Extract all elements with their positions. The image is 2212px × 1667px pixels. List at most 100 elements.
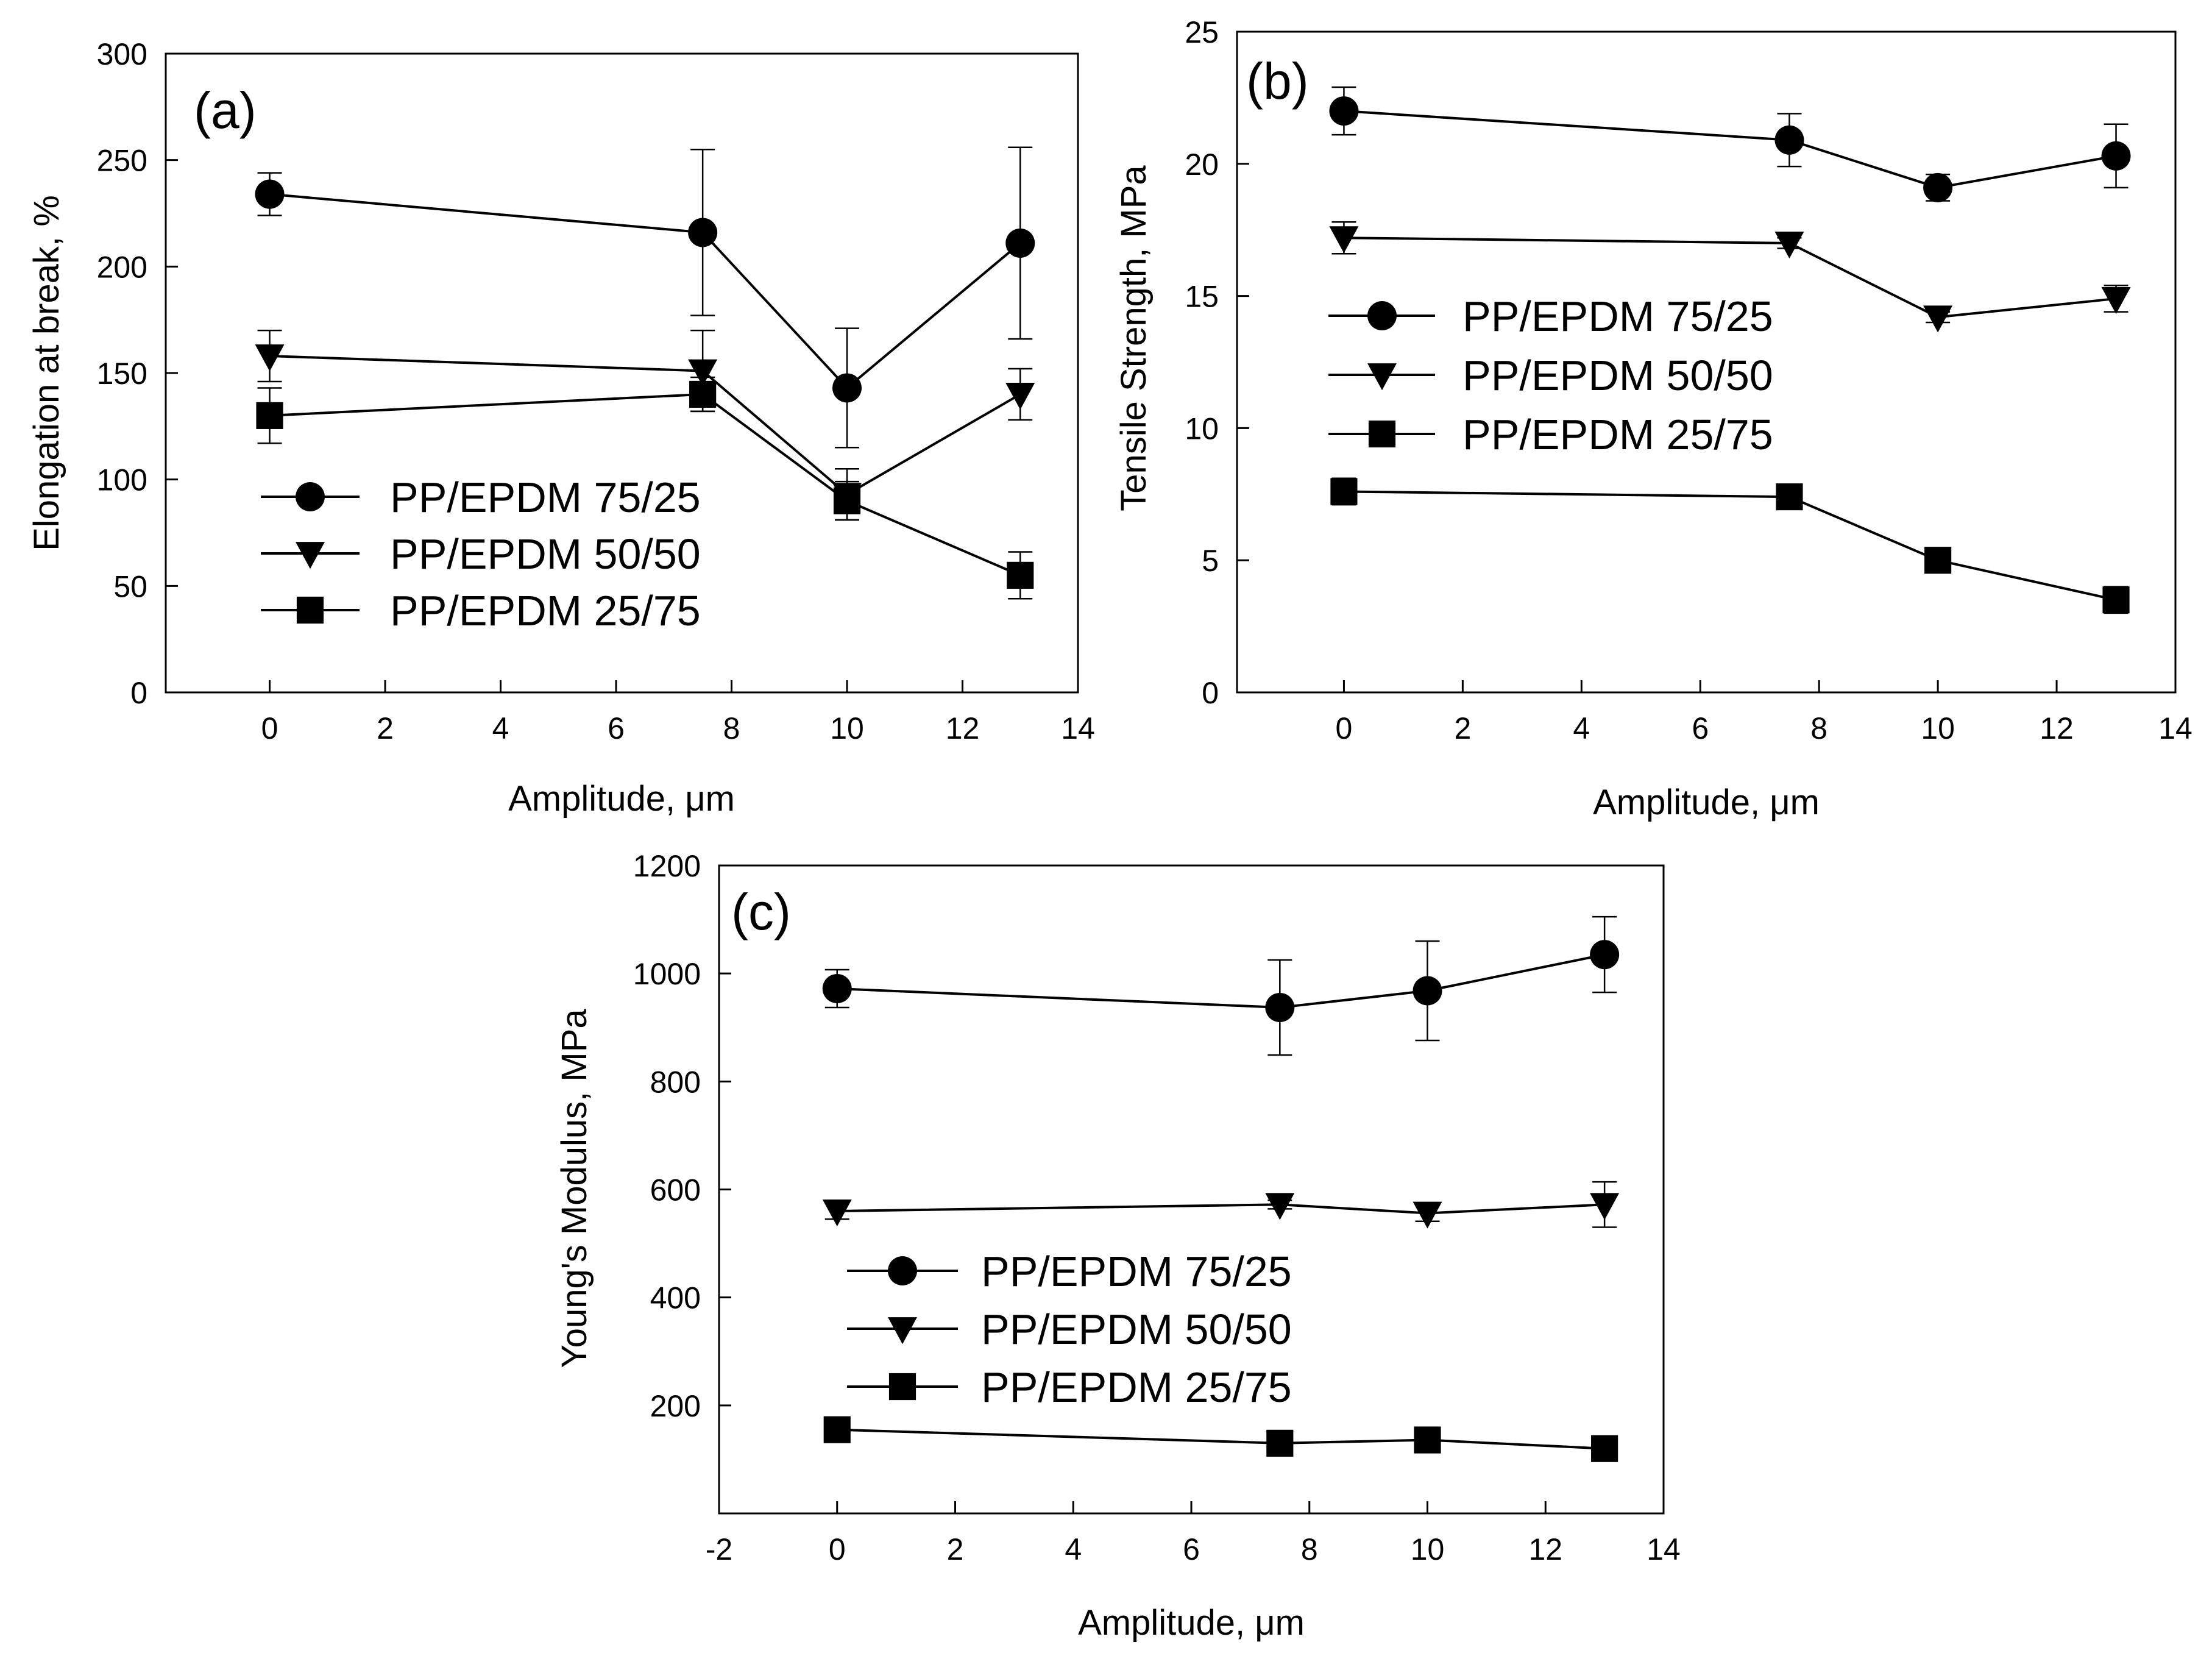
legend-marker <box>888 1256 917 1285</box>
y-tick-label: 20 <box>1185 148 1219 182</box>
y-axis-title: Tensile Strength, MPa <box>1114 165 1154 511</box>
x-tick-label: 0 <box>1336 711 1353 745</box>
plot-frame <box>1236 30 2177 694</box>
y-tick-label: 0 <box>130 676 147 710</box>
x-tick-label: 8 <box>723 711 740 745</box>
x-tick-label: 2 <box>1454 711 1471 745</box>
series-line <box>1344 490 2116 602</box>
data-point-circle <box>1923 172 1953 202</box>
data-point-square <box>1330 478 1358 505</box>
legend-entry: PP/EPDM 75/25 <box>1328 293 1773 340</box>
data-point-circle <box>888 1256 917 1285</box>
y-tick-label: 400 <box>650 1281 701 1315</box>
legend-marker <box>296 596 324 624</box>
data-point-circle <box>688 218 718 247</box>
data-point-square <box>823 1416 851 1443</box>
panel-label: (a) <box>194 82 257 139</box>
data-point-circle <box>1265 992 1295 1022</box>
data-point-triangle <box>822 1200 852 1227</box>
series-line <box>269 193 1021 390</box>
data-point-triangle <box>2101 287 2131 315</box>
data-point-triangle <box>1923 305 1953 333</box>
data-point-circle <box>1329 96 1359 126</box>
legend-entry: PP/EPDM 50/50 <box>1328 352 1773 399</box>
data-point-circle <box>1590 940 1620 970</box>
series <box>255 146 1035 449</box>
data-point-circle <box>1413 976 1442 1006</box>
x-tick-label: 2 <box>947 1532 964 1566</box>
data-point-circle <box>822 973 852 1003</box>
x-axis-title: Amplitude, μm <box>1593 783 1820 822</box>
data-point-square <box>2102 586 2130 614</box>
x-tick-label: 12 <box>2040 711 2074 745</box>
x-tick-label: 10 <box>830 711 864 745</box>
data-point-circle <box>2101 141 2131 171</box>
legend-marker <box>296 542 325 569</box>
plot-frame <box>718 864 1665 1515</box>
legend-entry: PP/EPDM 50/50 <box>847 1306 1292 1353</box>
legend-label: PP/EPDM 25/75 <box>981 1363 1292 1411</box>
legend-label: PP/EPDM 25/75 <box>390 587 701 634</box>
x-tick-label: 14 <box>2158 711 2193 745</box>
legend-marker <box>888 1373 916 1401</box>
x-tick-label: 0 <box>829 1532 846 1566</box>
data-point-circle <box>255 179 285 209</box>
data-point-triangle <box>1329 226 1359 254</box>
panel-c: -2 0 2 4 6 8 10 12 14 200 400 600 800 1000 1200 (c) Am… <box>555 849 1681 1643</box>
x-tick-label: 14 <box>1647 1532 1681 1566</box>
y-tick-label: 250 <box>97 144 147 178</box>
data-point-square <box>888 1373 916 1401</box>
y-tick-label: 600 <box>650 1173 701 1207</box>
legend-marker <box>1367 301 1397 330</box>
legend: PP/EPDM 75/25 PP/EPDM 50/50 PP/EPDM 25/7… <box>261 474 701 634</box>
legend-entry: PP/EPDM 75/25 <box>847 1248 1292 1295</box>
data-point-triangle <box>1590 1193 1620 1220</box>
series-line <box>1344 110 2116 189</box>
data-point-circle <box>1005 228 1035 258</box>
x-axis-title: Amplitude, μm <box>1078 1603 1305 1643</box>
data-point-triangle <box>688 359 718 386</box>
legend-label: PP/EPDM 75/25 <box>981 1248 1292 1295</box>
data-point-circle <box>1367 301 1397 330</box>
panel-a: 0 2 4 6 8 10 12 14 0 50 100 150 200 250 300 (a) Amplit… <box>27 37 1095 819</box>
x-tick-label: 4 <box>1573 711 1590 745</box>
x-tick-label: 6 <box>1692 711 1709 745</box>
y-tick-label: 50 <box>113 569 147 603</box>
y-tick-label: 1000 <box>633 957 701 991</box>
x-tick-label: 12 <box>1528 1532 1562 1566</box>
series-line <box>837 953 1605 1009</box>
series <box>1330 477 2130 614</box>
legend-entry: PP/EPDM 25/75 <box>1328 411 1773 458</box>
legend-marker <box>888 1317 917 1345</box>
y-tick-label: 25 <box>1185 15 1219 49</box>
x-tick-label: 8 <box>1810 711 1827 745</box>
data-point-triangle <box>296 542 325 569</box>
series <box>256 376 1034 600</box>
legend-marker <box>1368 420 1396 448</box>
data-point-square <box>1266 1429 1294 1457</box>
series-line <box>1344 236 2116 319</box>
y-tick-label: 150 <box>97 357 147 391</box>
panel-label: (b) <box>1246 52 1309 110</box>
y-tick-label: 200 <box>97 250 147 284</box>
series <box>822 915 1620 1056</box>
x-tick-label: 10 <box>1411 1532 1445 1566</box>
data-point-square <box>1007 561 1034 589</box>
legend-label: PP/EPDM 75/25 <box>390 474 701 521</box>
data-point-circle <box>832 373 862 403</box>
data-point-triangle <box>1413 1201 1442 1229</box>
legend-label: PP/EPDM 75/25 <box>1462 293 1773 340</box>
data-point-square <box>833 487 861 514</box>
series-line <box>269 355 1021 496</box>
data-point-square <box>1591 1435 1618 1462</box>
legend: PP/EPDM 75/25 PP/EPDM 50/50 PP/EPDM 25/7… <box>1328 293 1773 458</box>
legend-label: PP/EPDM 25/75 <box>1462 411 1773 458</box>
legend-label: PP/EPDM 50/50 <box>390 530 701 578</box>
data-point-circle <box>1774 125 1804 155</box>
legend-entry: PP/EPDM 25/75 <box>847 1363 1292 1411</box>
legend-entry: PP/EPDM 50/50 <box>261 530 701 578</box>
y-tick-label: 1200 <box>633 849 701 883</box>
x-tick-label: 4 <box>492 711 509 745</box>
legend-marker <box>1367 363 1397 391</box>
series <box>823 1416 1618 1462</box>
